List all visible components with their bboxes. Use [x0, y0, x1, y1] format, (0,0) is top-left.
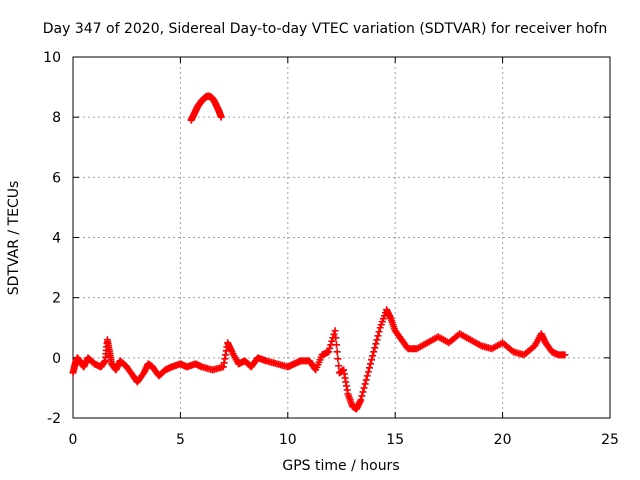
x-tick-label: 0 [69, 432, 78, 448]
data-point [331, 327, 339, 335]
data-point [371, 344, 379, 352]
data-point [370, 348, 378, 356]
data-point [328, 337, 336, 345]
y-tick-label: 6 [52, 170, 61, 186]
data-point [368, 356, 376, 364]
data-point [358, 392, 366, 400]
data-point [369, 352, 377, 360]
data-point [373, 336, 381, 344]
data-point [561, 351, 569, 359]
grid [73, 57, 610, 418]
data-point [364, 368, 372, 376]
y-tick-label: 8 [52, 110, 61, 126]
data-point [372, 340, 380, 348]
y-axis: -2 0 2 4 6 8 10 [43, 50, 610, 427]
x-tick-label: 20 [494, 432, 512, 448]
x-tick-label: 25 [601, 432, 619, 448]
data-point [357, 396, 365, 404]
x-tick-label: 15 [386, 432, 404, 448]
y-tick-label: 0 [52, 351, 61, 367]
x-axis: 0 5 10 15 20 25 [69, 57, 619, 448]
data-point [332, 341, 340, 349]
y-axis-label: SDTVAR / TECUs [6, 181, 22, 296]
x-axis-label: GPS time / hours [282, 458, 399, 474]
data-point [375, 328, 383, 336]
data-point [217, 113, 225, 121]
data-point [359, 388, 367, 396]
data-point [362, 376, 370, 384]
x-tick-label: 10 [279, 432, 297, 448]
x-tick-label: 5 [176, 432, 185, 448]
data-point [325, 348, 333, 356]
data-point [335, 362, 343, 370]
data-point [330, 330, 338, 338]
data-point [326, 344, 334, 352]
data-point [332, 334, 340, 342]
data-point [333, 348, 341, 356]
data-point [360, 384, 368, 392]
y-tick-label: -2 [47, 411, 61, 427]
data-point [334, 355, 342, 363]
y-tick-label: 10 [43, 50, 61, 66]
data-points [69, 92, 569, 413]
data-point [365, 364, 373, 372]
data-point [361, 380, 369, 388]
data-point [374, 332, 382, 340]
y-tick-label: 4 [52, 231, 61, 247]
data-point [366, 360, 374, 368]
y-tick-label: 2 [52, 291, 61, 307]
chart-title: Day 347 of 2020, Sidereal Day-to-day VTE… [43, 21, 607, 37]
data-point [363, 372, 371, 380]
